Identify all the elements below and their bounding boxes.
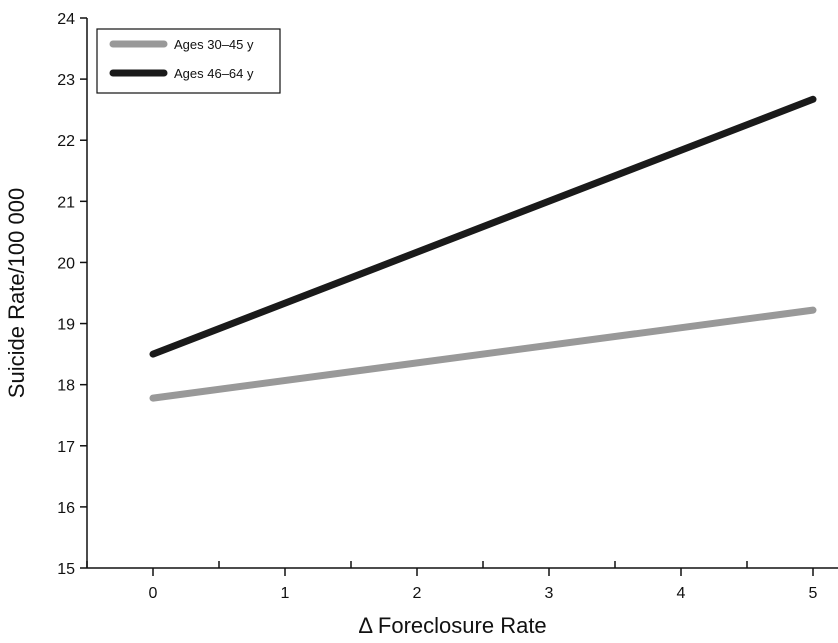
- x-tick-label: 1: [281, 585, 290, 602]
- x-tick-label: 3: [545, 585, 554, 602]
- y-axis-label: Suicide Rate/100 000: [4, 188, 29, 398]
- y-tick-label: 24: [57, 11, 75, 28]
- legend-label-1: Ages 30–45 y: [174, 37, 254, 52]
- series-line-1: [153, 310, 813, 398]
- y-tick-label: 21: [57, 194, 75, 211]
- y-tick-label: 22: [57, 133, 75, 150]
- y-tick-label: 15: [57, 561, 75, 578]
- x-tick-label: 0: [149, 585, 158, 602]
- y-tick-label: 18: [57, 378, 75, 395]
- x-tick-label: 4: [677, 585, 686, 602]
- legend-label-2: Ages 46–64 y: [174, 66, 254, 81]
- series-lines: [153, 99, 813, 398]
- y-tick-label: 16: [57, 500, 75, 517]
- legend: Ages 30–45 y Ages 46–64 y: [97, 29, 280, 93]
- y-tick-label: 17: [57, 439, 75, 456]
- x-axis-label: Δ Foreclosure Rate: [358, 613, 546, 638]
- y-tick-label: 23: [57, 72, 75, 89]
- series-line-2: [153, 99, 813, 354]
- y-tick-label: 20: [57, 255, 75, 272]
- x-tick-label: 2: [413, 585, 422, 602]
- x-tick-label: 5: [809, 585, 818, 602]
- y-tick-label: 19: [57, 317, 75, 334]
